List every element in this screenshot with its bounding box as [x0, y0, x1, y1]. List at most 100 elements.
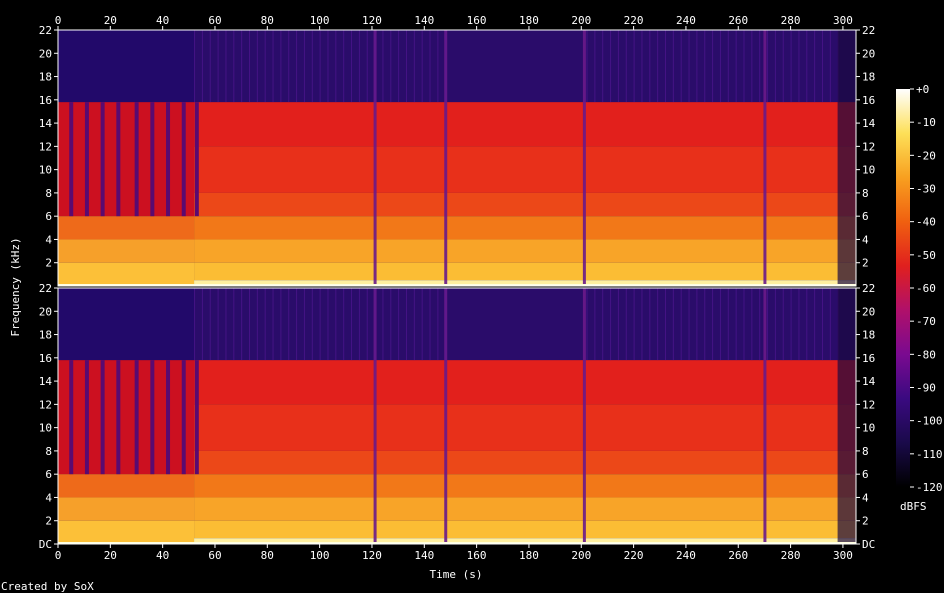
spectrogram-band [374, 192, 446, 217]
hf-streak [665, 288, 667, 361]
x-tick-label-bottom: 140 [414, 549, 434, 562]
hf-streak [311, 30, 313, 103]
hf-streak [727, 288, 729, 361]
hf-streak [672, 288, 674, 361]
silence-gap [373, 30, 377, 286]
x-tick-label-bottom: 0 [55, 549, 62, 562]
hf-streak [343, 30, 345, 103]
spectrogram-band [445, 450, 584, 475]
y-tick-label-right: 18 [862, 71, 875, 84]
spectrogram-band [764, 497, 838, 521]
spectrogram-band [764, 404, 838, 451]
spectrogram-band [374, 404, 446, 451]
x-tick-label-bottom: 120 [362, 549, 382, 562]
spectrogram-band [445, 520, 584, 539]
spectrogram-band [764, 280, 838, 286]
y-tick-label-left: 22 [39, 282, 52, 295]
spectrogram-band [374, 288, 446, 361]
hf-streak [303, 30, 305, 103]
spectrogram-band [58, 474, 195, 498]
spectrogram-band [583, 538, 765, 544]
hf-streak [327, 288, 329, 361]
hf-streak [374, 288, 376, 361]
dc-line [58, 542, 856, 544]
spectrogram-band [583, 450, 765, 475]
panel-frame [57, 29, 857, 287]
colorbar-ticks: +0 -10 -20 -30 -40 -50 -60 -70 -80 -90 -100 -110 -12… [910, 83, 943, 494]
x-tick-label-top: 160 [467, 14, 487, 27]
hf-streak [782, 288, 784, 361]
hf-streak [617, 288, 619, 361]
hf-streak [814, 288, 816, 361]
hf-streak [790, 288, 792, 361]
spectrogram-band [445, 146, 584, 193]
spectrogram-band [445, 288, 584, 361]
hf-streak [264, 288, 266, 361]
hf-streak [217, 288, 219, 361]
hf-streak [633, 288, 635, 361]
hf-streak [390, 288, 392, 361]
burst-gap [194, 102, 199, 217]
hf-streak [727, 30, 729, 103]
colorbar-tick-label: -80 [916, 348, 936, 361]
y-tick-label-right: 16 [862, 94, 875, 107]
x-tick-label-bottom: 240 [676, 549, 696, 562]
hf-streak [217, 30, 219, 103]
spectrogram-band [194, 239, 375, 263]
hf-streak [374, 30, 376, 103]
hf-streak [382, 288, 384, 361]
spectrogram-band [764, 450, 838, 475]
y-tick-label-left: 12 [39, 140, 52, 153]
spectrogram-band [374, 30, 446, 103]
hf-streak [335, 288, 337, 361]
spectrogram-band [583, 360, 765, 405]
axis-layer: 0 0 20 20 40 40 60 60 80 80 100 100 120 120 140 140 160 1… [39, 14, 876, 562]
hf-streak [649, 30, 651, 103]
burst-gap [84, 102, 89, 217]
hf-streak [256, 30, 258, 103]
colorbar-tick-label: -40 [916, 216, 936, 229]
spectrogram-band [445, 404, 584, 451]
spectrogram-band [194, 262, 375, 281]
hf-streak [413, 30, 415, 103]
spectrogram-band [583, 239, 765, 263]
hf-streak [696, 30, 698, 103]
spectrogram-band [374, 360, 446, 405]
spectrogram-band [374, 538, 446, 544]
y-tick-label-left: 16 [39, 352, 52, 365]
hf-streak [437, 288, 439, 361]
hf-streak [194, 288, 196, 361]
y-tick-label-left: 2 [45, 257, 52, 270]
spectrogram-band [194, 288, 375, 361]
spectrogram-band [583, 30, 765, 103]
x-tick-label-top: 0 [55, 14, 62, 27]
burst-gap [194, 360, 199, 475]
y-tick-label-right: 14 [862, 117, 876, 130]
x-tick-label-top: 80 [261, 14, 274, 27]
spectrogram-band [445, 360, 584, 405]
burst-gap [134, 360, 139, 475]
spectrogram-band [764, 360, 838, 405]
hf-streak [743, 30, 745, 103]
spectrogram-band [764, 262, 838, 281]
hf-streak [798, 288, 800, 361]
x-tick-label-bottom: 160 [467, 549, 487, 562]
x-tick-label-top: 240 [676, 14, 696, 27]
y-tick-label-left: 12 [39, 398, 52, 411]
x-tick-label-bottom: 260 [728, 549, 748, 562]
colorbar-tick-label: -100 [916, 415, 943, 428]
x-tick-label-bottom: 20 [104, 549, 117, 562]
hf-streak [311, 288, 313, 361]
colorbar-tick-label: -120 [916, 481, 943, 494]
burst-gap [150, 102, 155, 217]
burst-gap [69, 360, 74, 475]
hf-streak [429, 30, 431, 103]
hf-streak [351, 30, 353, 103]
hf-streak [233, 30, 235, 103]
hf-streak [790, 30, 792, 103]
panel-frame [57, 287, 857, 545]
spectrogram-band [194, 404, 375, 451]
spectrogram-band [445, 262, 584, 281]
y-tick-label-right: DC [862, 538, 875, 551]
